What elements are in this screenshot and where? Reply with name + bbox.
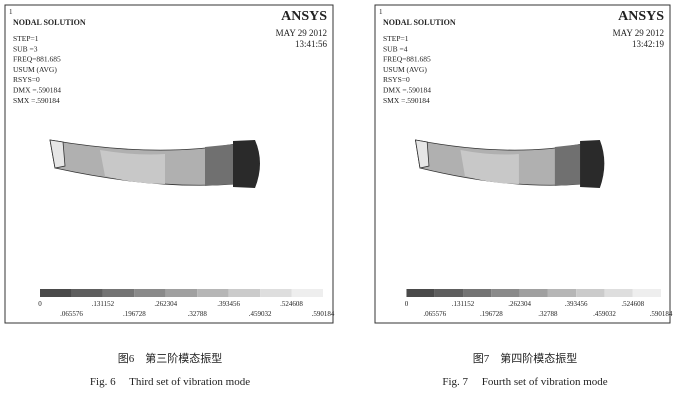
info-line: DMX =.590184 [13, 86, 61, 95]
time: 13:42:19 [632, 39, 665, 49]
legend-swatch [260, 289, 292, 297]
caption-en: Fig. 6 Third set of vibration mode [90, 376, 250, 388]
legend-label: .196728 [480, 310, 503, 318]
legend-label: .196728 [123, 310, 146, 318]
date: MAY 29 2012 [613, 28, 664, 38]
legend-swatch [406, 289, 435, 297]
info-line: FREQ=881.685 [383, 55, 431, 64]
legend-swatch [165, 289, 198, 297]
legend-label: .262304 [508, 300, 531, 308]
info-line: SUB =4 [383, 44, 408, 53]
legend-label: .393456 [217, 300, 240, 308]
pipe-head [580, 140, 605, 188]
legend-label: 0 [38, 300, 42, 308]
legend-swatch [576, 289, 605, 297]
panel-title: NODAL SOLUTION [383, 18, 456, 27]
legend-swatch [197, 289, 229, 297]
model-shape [414, 139, 605, 188]
legend-swatch [604, 289, 633, 297]
info-line: SUB =3 [13, 44, 38, 53]
legend-label: .590184 [650, 310, 673, 318]
info-line: RSYS=0 [13, 75, 40, 84]
corner-label: 1 [9, 8, 13, 16]
legend-label: .393456 [565, 300, 588, 308]
legend-label: .524608 [621, 300, 644, 308]
pipe-shade [100, 150, 165, 184]
legend-swatch [463, 289, 492, 297]
legend-swatch [434, 289, 464, 297]
caption-cn: 图6 第三阶模态振型 [118, 351, 223, 365]
caption-cn: 图7 第四阶模态振型 [473, 351, 578, 365]
corner-label: 1 [379, 8, 383, 16]
info-line: STEP=1 [383, 34, 409, 43]
date: MAY 29 2012 [276, 28, 327, 38]
pipe-head [233, 140, 260, 188]
info-line: SMX =.590184 [13, 96, 60, 105]
ansys-logo: ANSYS [618, 9, 664, 24]
legend-swatch [491, 289, 520, 297]
legend-label: .32788 [538, 310, 558, 318]
info-line: DMX =.590184 [383, 86, 431, 95]
pipe-end [49, 139, 66, 169]
panel-title: NODAL SOLUTION [13, 18, 86, 27]
info-line: FREQ=881.685 [13, 55, 61, 64]
legend-label: .131152 [452, 300, 475, 308]
legend-swatch [547, 289, 577, 297]
pipe-shade [460, 150, 519, 184]
time: 13:41:56 [295, 39, 328, 49]
pipe-end [414, 139, 430, 169]
legend-swatch [71, 289, 103, 297]
info-line: RSYS=0 [383, 75, 410, 84]
legend-swatch [632, 289, 662, 297]
info-line: USUM (AVG) [383, 65, 427, 74]
info-line: USUM (AVG) [13, 65, 57, 74]
legend-swatch [102, 289, 135, 297]
legend-label: 0 [405, 300, 409, 308]
legend-label: .131152 [92, 300, 115, 308]
legend-swatch [134, 289, 166, 297]
legend-swatch [228, 289, 261, 297]
legend-label: .590184 [312, 310, 335, 318]
info-line: SMX =.590184 [383, 96, 430, 105]
legend-label: .459032 [249, 310, 272, 318]
legend-label: .065576 [60, 310, 83, 318]
model-shape [49, 139, 260, 188]
legend-label: .32788 [188, 310, 208, 318]
pipe-dark [205, 144, 235, 186]
ansys-logo: ANSYS [281, 9, 327, 24]
legend-swatch [40, 289, 72, 297]
legend-label: .262304 [154, 300, 177, 308]
legend-swatch [519, 289, 548, 297]
pipe-dark [554, 144, 582, 186]
legend-label: .065576 [423, 310, 446, 318]
legend-swatch [291, 289, 323, 297]
caption-en: Fig. 7 Fourth set of vibration mode [442, 376, 607, 388]
legend-label: .524608 [280, 300, 303, 308]
legend-label: .459032 [593, 310, 616, 318]
info-line: STEP=1 [13, 34, 39, 43]
